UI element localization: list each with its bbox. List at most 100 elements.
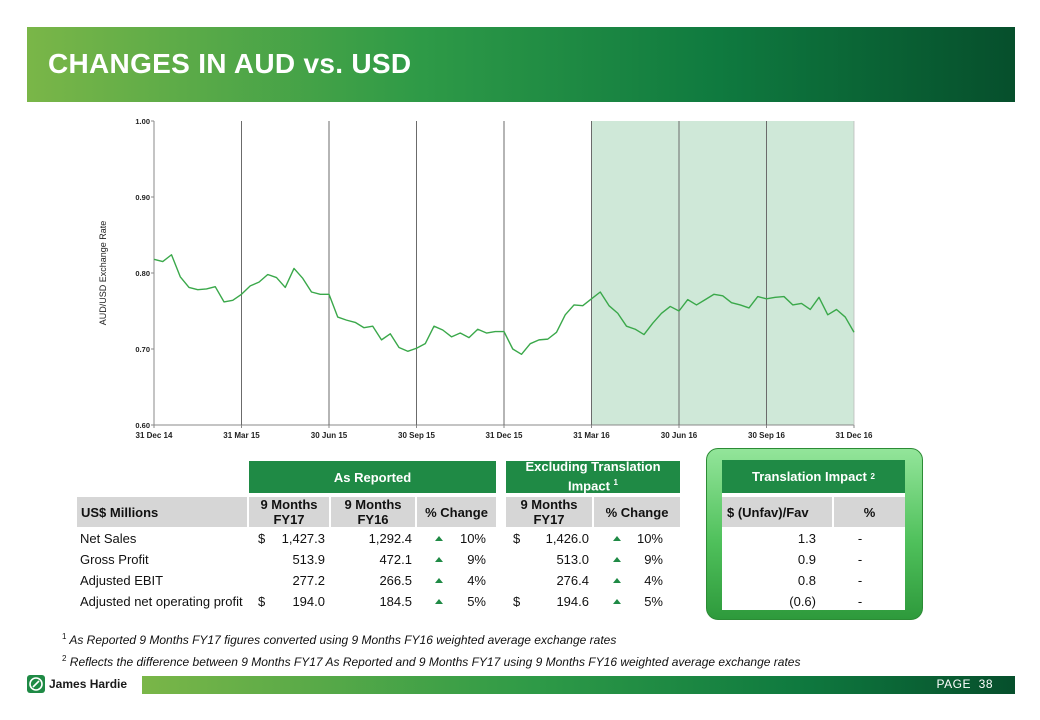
footnote-1-num: 1 [62,632,67,641]
y-tick-label: 0.80 [135,269,150,278]
up-arrow-icon [435,578,443,583]
excluding-header-impact: Impact [568,478,610,494]
footnote-2-num: 2 [62,654,67,663]
footnote-2-text: Reflects the difference between 9 Months… [69,655,801,669]
row-pct: 10% [459,531,486,546]
page-number: 38 [978,677,993,691]
y-tick-label: 0.70 [135,345,150,354]
logo-text: James Hardie [49,677,128,691]
row-fy16: 472.1 [379,552,412,567]
col-header-ex-fy17: 9 Months FY17 [506,497,592,527]
row-ex-fy17: 276.4 [556,573,589,588]
x-tick-label: 30 Jun 16 [661,431,698,440]
y-tick-label: 0.90 [135,193,150,202]
page-number-label: PAGE 38 [937,677,994,691]
row-ex-pct: 10% [636,531,663,546]
row-currency-1: $ [258,594,266,609]
row-fy17: 1,427.3 [281,531,325,546]
row-pct: 5% [467,594,486,609]
as-reported-header: As Reported [249,461,496,493]
row-ti-value: (0.6) [789,594,816,609]
row-ti-value: 0.8 [797,573,816,588]
excluding-header-line1: Excluding Translation [525,459,661,475]
up-arrow-icon [613,536,621,541]
x-tick-label: 31 Mar 16 [573,431,610,440]
row-ti-pct: - [857,573,863,588]
up-arrow-icon [613,599,621,604]
translation-impact-header: Translation Impact 2 [722,460,905,493]
footnote-2: 2 Reflects the difference between 9 Mont… [62,654,800,669]
x-tick-label: 30 Sep 15 [398,431,435,440]
x-tick-label: 30 Jun 15 [311,431,348,440]
up-arrow-icon [435,599,443,604]
row-pct: 9% [467,552,486,567]
row-ex-fy17: 513.0 [556,552,589,567]
row-ti-value: 1.3 [797,531,816,546]
x-tick-label: 31 Dec 15 [486,431,523,440]
col-header-fy16-l2: FY16 [357,512,389,527]
row-fy16: 266.5 [379,573,412,588]
col-header-fy16: 9 Months FY16 [331,497,415,527]
x-tick-label: 31 Mar 15 [223,431,260,440]
footnote-1-text: As Reported 9 Months FY17 figures conver… [69,633,617,647]
col-header-fy17: 9 Months FY17 [249,497,329,527]
col-header-ti-pct: % [834,497,905,527]
logo-mark-icon [27,675,45,693]
row-fy16: 1,292.4 [368,531,412,546]
row-ex-pct: 4% [644,573,663,588]
excluding-translation-header: Excluding Translation Impact 1 [506,459,680,494]
page-word: PAGE [936,677,971,691]
shaded-forecast-region [591,121,854,425]
footer-bar: PAGE 38 [142,676,1015,694]
up-arrow-icon [613,557,621,562]
y-axis-label: AUD/USD Exchange Rate [98,221,108,326]
col-header-ex-pct: % Change [594,497,680,527]
row-fy16: 184.5 [379,594,412,609]
x-tick-label: 30 Sep 16 [748,431,785,440]
row-ti-pct: - [857,594,863,609]
row-pct: 4% [467,573,486,588]
y-tick-label: 0.60 [135,421,150,430]
col-header-ex-fy17-l1: 9 Months [520,497,578,512]
row-label: Net Sales [80,531,137,546]
row-fy17: 513.9 [292,552,325,567]
row-ex-pct: 9% [644,552,663,567]
row-label: Gross Profit [80,552,149,567]
x-tick-label: 31 Dec 14 [136,431,173,440]
excluding-header-sup: 1 [613,478,618,488]
row-currency-1: $ [258,531,266,546]
translation-impact-sup: 2 [870,472,875,481]
row-fy17: 277.2 [292,573,325,588]
col-header-ex-fy17-l2: FY17 [533,512,565,527]
row-fy17: 194.0 [292,594,325,609]
col-header-ti-fav: $ (Unfav)/Fav [722,497,832,527]
row-ti-pct: - [857,531,863,546]
title-bar: CHANGES IN AUD vs. USD [27,27,1015,102]
row-ex-fy17: 194.6 [556,594,589,609]
col-header-fy17-l1: 9 Months [260,497,318,512]
row-ex-pct: 5% [644,594,663,609]
footnote-1: 1 As Reported 9 Months FY17 figures conv… [62,632,616,647]
excluding-header-line2: Impact 1 [568,475,618,494]
row-currency-2: $ [513,594,521,609]
exchange-rate-line [153,254,855,356]
james-hardie-logo: James Hardie [27,675,127,693]
translation-impact-title: Translation Impact [752,469,867,484]
y-tick-label: 1.00 [135,117,150,126]
col-header-pct: % Change [417,497,496,527]
row-currency-2: $ [513,531,521,546]
row-ex-fy17: 1,426.0 [545,531,589,546]
row-label: Adjusted EBIT [80,573,164,588]
up-arrow-icon [613,578,621,583]
x-tick-label: 31 Dec 16 [836,431,873,440]
col-header-fy17-l2: FY17 [273,512,305,527]
row-ti-pct: - [857,552,863,567]
col-header-label: US$ Millions [77,497,247,527]
up-arrow-icon [435,557,443,562]
col-header-fy16-l1: 9 Months [344,497,402,512]
page-title: CHANGES IN AUD vs. USD [48,48,412,79]
row-label: Adjusted net operating profit [80,594,243,609]
up-arrow-icon [435,536,443,541]
